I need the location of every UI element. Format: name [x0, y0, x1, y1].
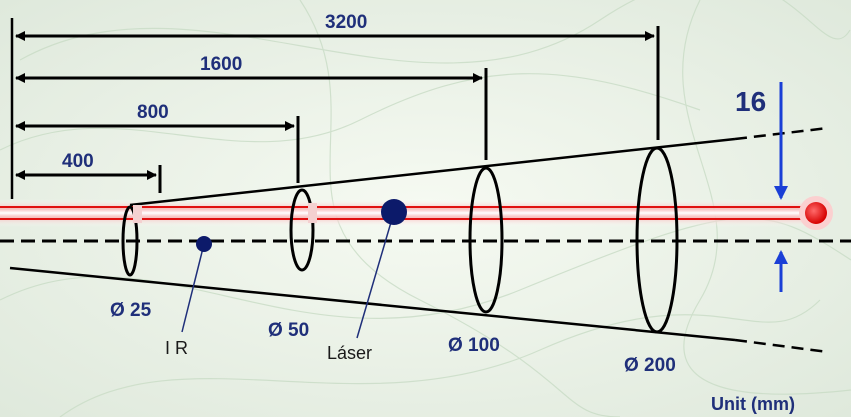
ir-leader-line: [181, 243, 205, 333]
spot-label-25: Ø 25: [110, 300, 152, 321]
spot-ellipse-200: [635, 146, 679, 334]
cone-upper-line: [129, 137, 736, 207]
spot-label-50: Ø 50: [268, 320, 309, 341]
spot-ellipse-50: [289, 188, 315, 272]
laser-spot-red: [805, 202, 827, 224]
spot-ellipse-50-gap: [308, 203, 317, 223]
laser-label: Láser: [327, 343, 372, 363]
ir-dot: [196, 236, 212, 252]
distance-label-800: 800: [137, 102, 169, 123]
distance-label-400: 400: [62, 151, 94, 172]
spot-label-200: Ø 200: [624, 355, 676, 376]
cone-lower-line: [9, 266, 736, 342]
spot-ellipse-100: [468, 166, 504, 314]
ir-label: I R: [165, 338, 188, 358]
laser-dot: [381, 199, 407, 225]
spot-label-100: Ø 100: [448, 335, 500, 356]
distance-label-3200: 3200: [325, 12, 367, 33]
spot-ellipse-25-gap: [133, 205, 142, 223]
unit-label: Unit (mm): [711, 394, 795, 414]
distance-label-1600: 1600: [200, 54, 242, 75]
offset-label: 16: [735, 86, 766, 117]
spot-ellipse-25: [121, 205, 139, 277]
cone-lower-dashed-extension: [734, 338, 829, 354]
laser-leader-line: [356, 211, 395, 339]
